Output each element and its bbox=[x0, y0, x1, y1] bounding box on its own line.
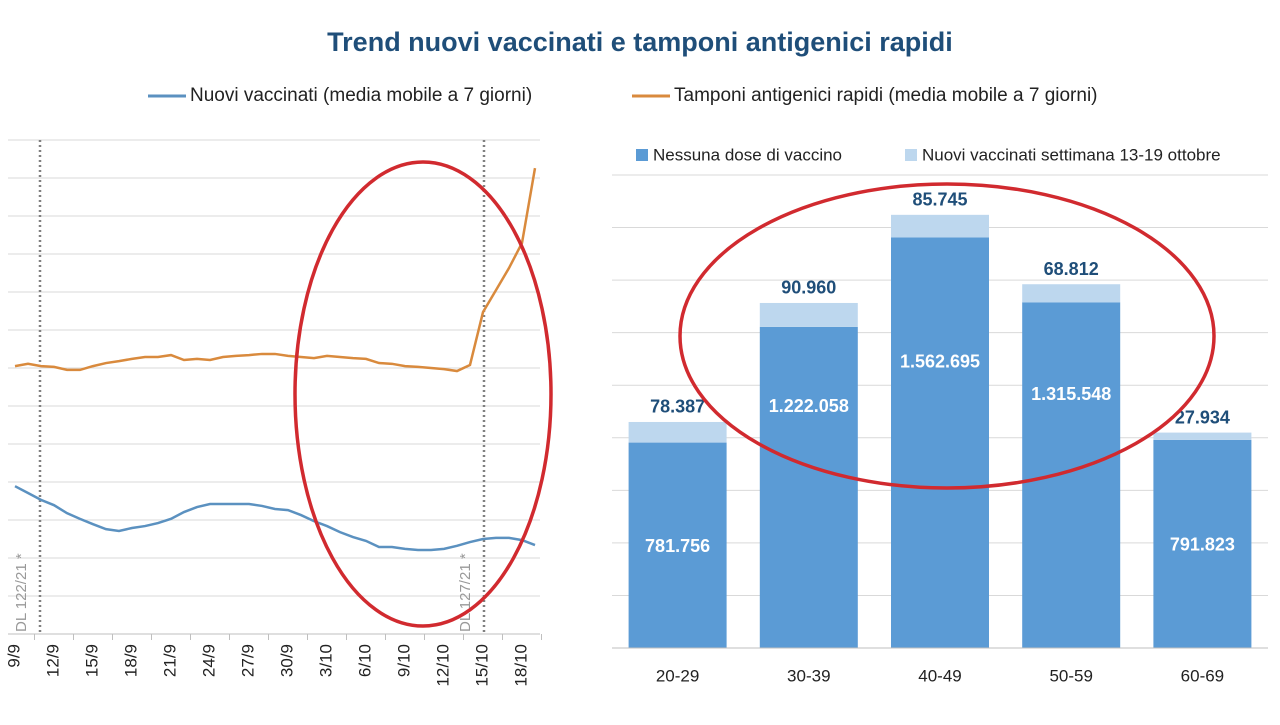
chart-title: Trend nuovi vaccinati e tamponi antigeni… bbox=[327, 27, 953, 57]
bar-segment bbox=[891, 214, 989, 238]
bar-segment bbox=[759, 302, 858, 327]
x-tick-label: 9/9 bbox=[4, 644, 23, 668]
bar-segment bbox=[891, 237, 989, 649]
highlight-ellipse bbox=[678, 182, 1216, 490]
bar-segment bbox=[1153, 432, 1252, 440]
data-label: 1.222.058 bbox=[769, 396, 849, 416]
line-series bbox=[14, 485, 536, 552]
bar-segment bbox=[1022, 302, 1121, 648]
x-tick-label: 9/10 bbox=[394, 644, 413, 677]
x-tick-label: 60-69 bbox=[1181, 666, 1224, 685]
legend-label: Nuovi vaccinati (media mobile a 7 giorni… bbox=[190, 85, 532, 106]
x-tick-label: 40-49 bbox=[918, 666, 961, 685]
x-tick-label: 21/9 bbox=[160, 644, 179, 677]
x-tick-label: 12/10 bbox=[433, 644, 452, 687]
annotation: DL 127/21 * bbox=[457, 553, 474, 632]
data-label: 90.960 bbox=[781, 278, 836, 298]
x-tick-label: 18/9 bbox=[121, 644, 140, 677]
bar-segment bbox=[759, 326, 858, 648]
data-label: 791.823 bbox=[1170, 535, 1235, 555]
legend-label: Nessuna dose di vaccino bbox=[653, 145, 842, 164]
x-tick-label: 15/10 bbox=[472, 644, 491, 687]
bar-segment bbox=[628, 421, 727, 443]
data-label: 1.315.548 bbox=[1031, 384, 1111, 404]
legend-label: Nuovi vaccinati settimana 13-19 ottobre bbox=[922, 145, 1221, 164]
x-tick-label: 24/9 bbox=[199, 644, 218, 677]
x-tick-label: 3/10 bbox=[316, 644, 335, 677]
data-label: 27.934 bbox=[1175, 407, 1230, 427]
data-label: 68.812 bbox=[1044, 259, 1099, 279]
x-tick-label: 30-39 bbox=[787, 666, 830, 685]
bar-segment bbox=[628, 442, 727, 648]
bar-segment bbox=[1022, 284, 1121, 303]
legend-swatch bbox=[636, 149, 648, 161]
line-series bbox=[14, 167, 537, 373]
x-tick-label: 18/10 bbox=[511, 644, 530, 687]
data-label: 85.745 bbox=[912, 190, 967, 210]
x-tick-label: 6/10 bbox=[355, 644, 374, 677]
legend-swatch bbox=[905, 149, 917, 161]
data-label: 78.387 bbox=[650, 397, 705, 417]
bar-segment bbox=[1153, 439, 1252, 648]
x-tick-label: 12/9 bbox=[43, 644, 62, 677]
data-label: 1.562.695 bbox=[900, 351, 980, 371]
x-tick-label: 30/9 bbox=[277, 644, 296, 677]
x-tick-label: 20-29 bbox=[656, 666, 699, 685]
x-tick-label: 27/9 bbox=[238, 644, 257, 677]
x-tick-label: 50-59 bbox=[1049, 666, 1092, 685]
legend-label: Tamponi antigenici rapidi (media mobile … bbox=[674, 85, 1098, 106]
annotation: DL 122/21 * bbox=[13, 553, 30, 632]
highlight-ellipse bbox=[293, 160, 553, 628]
x-tick-label: 15/9 bbox=[82, 644, 101, 677]
data-label: 781.756 bbox=[645, 536, 710, 556]
